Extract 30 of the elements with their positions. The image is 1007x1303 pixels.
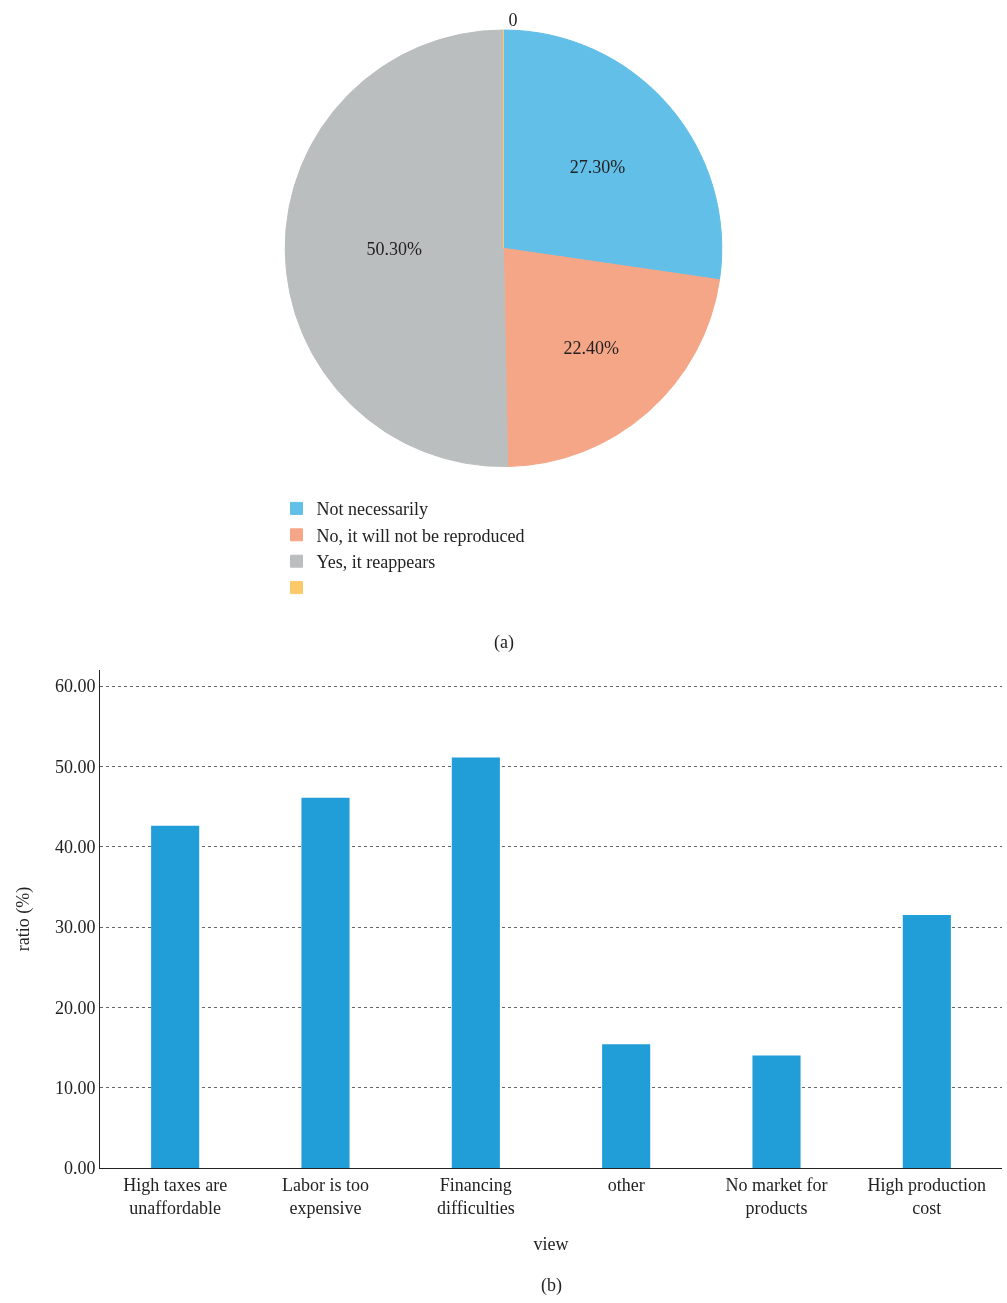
text: (a) — [494, 632, 514, 653]
x-tick-label: High production cost — [867, 1174, 987, 1218]
bar — [752, 1055, 801, 1168]
bar — [151, 825, 200, 1168]
data-label: 50.30% — [366, 239, 423, 260]
x-axis-title: view — [533, 1234, 569, 1255]
y-tick-label: 0.00 — [63, 1158, 96, 1179]
y-tick-label: 20.00 — [54, 997, 96, 1018]
y-tick-label: 50.00 — [54, 756, 96, 777]
y-tick-label: 10.00 — [54, 1077, 96, 1098]
y-tick-label: 60.00 — [54, 676, 96, 697]
text: 0 — [508, 10, 518, 30]
x-tick-label: other — [607, 1174, 645, 1195]
bar — [902, 914, 951, 1168]
bar — [602, 1044, 651, 1168]
y-axis-title: ratio (%) — [13, 886, 35, 952]
legend-label: No, it will not be reproduced — [316, 525, 525, 546]
legend-label: Yes, it reappears — [316, 552, 436, 573]
x-tick-label: Financing difficulties — [437, 1174, 515, 1218]
x-tick-label: No market for products — [725, 1174, 828, 1218]
y-tick-label: 30.00 — [54, 917, 96, 938]
x-tick-label: High taxes are unaffordable — [123, 1174, 228, 1218]
text: (b) — [541, 1275, 562, 1296]
data-label: 22.40% — [563, 337, 619, 358]
x-tick-label: Labor is too expensive — [282, 1174, 369, 1218]
y-tick-label: 40.00 — [54, 837, 96, 858]
bar — [301, 797, 350, 1168]
bar — [451, 757, 500, 1168]
data-label: 27.30% — [569, 156, 626, 177]
legend-label: Not necessarily — [316, 499, 428, 520]
